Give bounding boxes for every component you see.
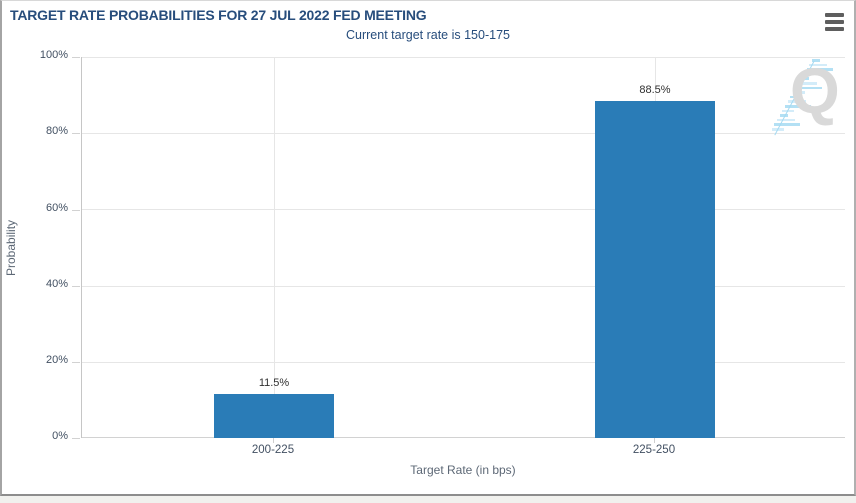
y-tick-mark — [72, 438, 80, 439]
gridline-20 — [82, 362, 845, 363]
hamburger-menu-icon — [825, 13, 844, 31]
y-tick-mark — [72, 57, 80, 58]
y-tick-mark — [72, 210, 80, 211]
x-tick-label-225-250: 225-250 — [632, 444, 676, 456]
x-tick-mark — [273, 438, 274, 443]
y-tick-label-20: 20% — [45, 354, 68, 366]
gridline-80 — [82, 133, 845, 134]
gridline-category-1 — [274, 57, 275, 438]
bar-column-200-225: 11.5% — [214, 57, 334, 438]
chart-title: TARGET RATE PROBABILITIES FOR 27 JUL 202… — [10, 7, 427, 23]
y-tick-mark — [72, 133, 80, 134]
gridline-100 — [82, 57, 845, 58]
y-tick-label-100: 100% — [39, 49, 68, 61]
bar-200-225[interactable] — [214, 394, 334, 438]
y-tick-label-60: 60% — [45, 202, 68, 214]
x-tick-mark — [654, 438, 655, 443]
x-tick-label-200-225: 200-225 — [251, 444, 295, 456]
x-axis-line — [82, 437, 845, 438]
watermark-q-logo: Q — [790, 55, 840, 127]
bar-value-label: 11.5% — [258, 377, 290, 390]
bar-225-250[interactable] — [595, 100, 715, 438]
quikstrike-watermark: Q — [768, 59, 844, 143]
plot-area: 11.5% 88.5% — [81, 57, 845, 438]
y-tick-label-80: 80% — [45, 125, 68, 137]
x-axis-title: Target Rate (in bps) — [410, 463, 516, 477]
bar-value-label: 88.5% — [639, 83, 671, 96]
bar-column-225-250: 88.5% — [595, 57, 715, 438]
y-tick-label-40: 40% — [45, 278, 68, 290]
chart-context-menu-button[interactable] — [823, 11, 846, 33]
y-tick-mark — [72, 362, 80, 363]
gridline-60 — [82, 209, 845, 210]
y-tick-mark — [72, 286, 80, 287]
gridline-40 — [82, 286, 845, 287]
chart-subtitle: Current target rate is 150-175 — [346, 28, 510, 42]
y-tick-label-0: 0% — [52, 430, 68, 442]
